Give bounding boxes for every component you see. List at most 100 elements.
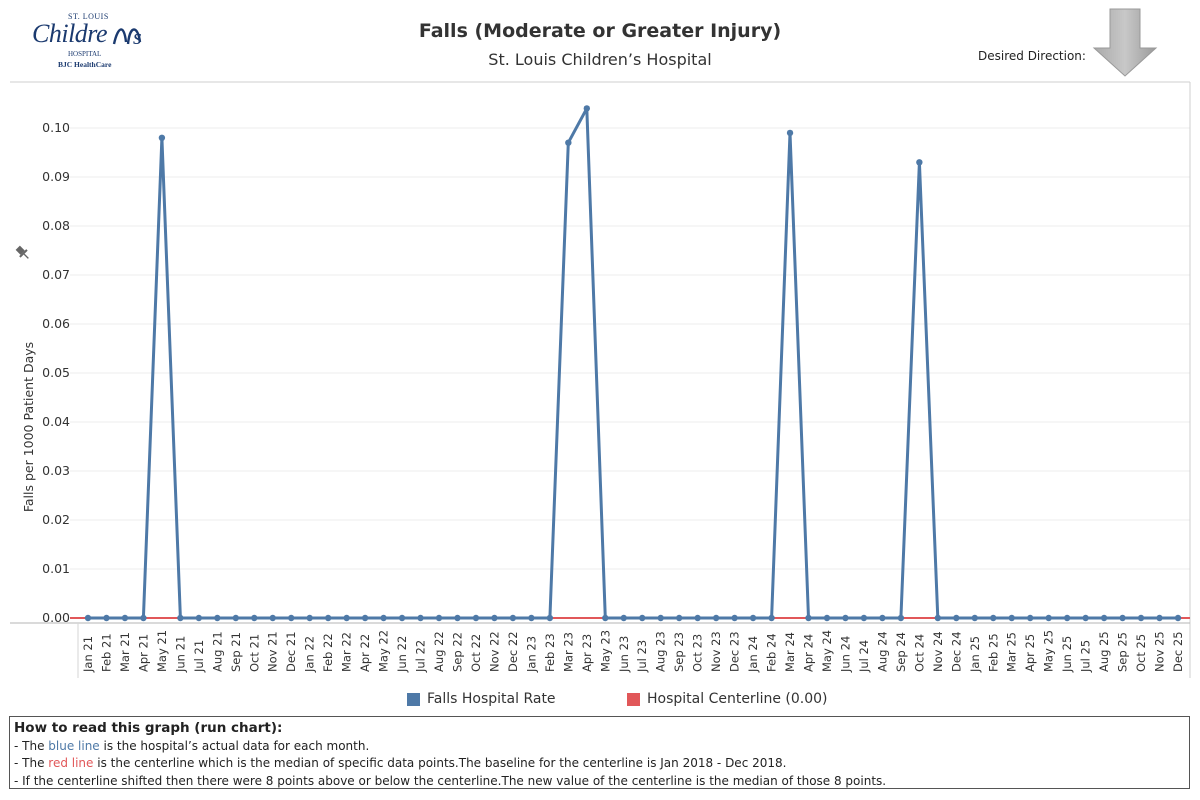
data-point[interactable] bbox=[306, 614, 313, 622]
data-point[interactable] bbox=[380, 614, 387, 622]
x-tick-label: Oct 21 bbox=[247, 634, 261, 672]
data-point[interactable] bbox=[916, 159, 923, 166]
x-tick-label: Sep 24 bbox=[894, 632, 908, 672]
data-point[interactable] bbox=[1082, 614, 1089, 622]
x-tick-label: Feb 24 bbox=[765, 633, 779, 672]
data-point[interactable] bbox=[971, 614, 978, 622]
data-point[interactable] bbox=[472, 614, 480, 622]
x-tick-label: Aug 24 bbox=[875, 631, 889, 672]
notes-line-2: - The red line is the centerline which i… bbox=[14, 755, 1185, 773]
y-tick-label: 0.09 bbox=[42, 169, 70, 184]
pin-icon[interactable] bbox=[14, 244, 32, 262]
data-point[interactable] bbox=[324, 614, 332, 622]
data-point[interactable] bbox=[214, 614, 221, 622]
x-tick-label: Mar 22 bbox=[340, 632, 354, 672]
data-point[interactable] bbox=[288, 614, 295, 622]
legend-item-centerline[interactable]: Hospital Centerline (0.00) bbox=[627, 690, 828, 708]
x-tick-label: Sep 21 bbox=[229, 632, 243, 672]
x-tick-label: Apr 24 bbox=[802, 634, 816, 672]
data-point[interactable] bbox=[990, 614, 997, 622]
x-tick-label: Jul 24 bbox=[857, 640, 871, 673]
x-tick-label: Jun 23 bbox=[617, 636, 631, 673]
x-tick-label: Feb 22 bbox=[321, 633, 335, 672]
data-point[interactable] bbox=[509, 614, 517, 622]
data-point[interactable] bbox=[232, 614, 239, 622]
data-point[interactable] bbox=[546, 614, 554, 622]
data-point[interactable] bbox=[1156, 614, 1163, 622]
data-point[interactable] bbox=[749, 614, 757, 622]
data-point[interactable] bbox=[121, 614, 129, 622]
notes-l2-post: is the centerline which is the median of… bbox=[93, 756, 787, 770]
x-tick-label: Aug 25 bbox=[1097, 631, 1111, 672]
y-tick-label: 0.02 bbox=[42, 512, 70, 527]
x-tick-label: Apr 21 bbox=[136, 634, 150, 672]
data-point[interactable] bbox=[454, 614, 461, 622]
data-point[interactable] bbox=[953, 614, 960, 622]
data-point[interactable] bbox=[1027, 614, 1034, 622]
x-tick-label: May 25 bbox=[1042, 630, 1056, 672]
x-tick-label: Mar 21 bbox=[118, 632, 132, 672]
data-point[interactable] bbox=[694, 614, 701, 622]
x-tick-label: Feb 25 bbox=[986, 633, 1000, 672]
legend-label-centerline: Hospital Centerline (0.00) bbox=[647, 691, 828, 707]
data-point[interactable] bbox=[712, 614, 720, 622]
data-point[interactable] bbox=[1137, 614, 1145, 622]
data-point[interactable] bbox=[879, 614, 886, 622]
y-tick-label: 0.08 bbox=[42, 218, 70, 233]
data-point[interactable] bbox=[251, 614, 258, 622]
data-point[interactable] bbox=[269, 614, 276, 622]
x-tick-label: Oct 24 bbox=[912, 634, 926, 672]
data-point[interactable] bbox=[620, 614, 627, 622]
y-tick-label: 0.01 bbox=[42, 561, 70, 576]
data-point[interactable] bbox=[491, 614, 498, 622]
data-point[interactable] bbox=[361, 614, 369, 622]
data-point[interactable] bbox=[140, 614, 147, 622]
x-tick-label: Jan 22 bbox=[303, 636, 317, 673]
data-point[interactable] bbox=[84, 614, 92, 622]
data-point[interactable] bbox=[1063, 614, 1071, 622]
x-tick-label: Nov 23 bbox=[709, 631, 723, 672]
data-point[interactable] bbox=[103, 614, 110, 622]
x-tick-label: Sep 23 bbox=[672, 632, 686, 672]
data-point[interactable] bbox=[805, 614, 812, 622]
x-tick-label: Jul 22 bbox=[414, 640, 428, 673]
data-point[interactable] bbox=[565, 139, 572, 146]
data-point[interactable] bbox=[1100, 614, 1108, 622]
x-tick-label: Jun 24 bbox=[838, 636, 852, 673]
data-point[interactable] bbox=[731, 614, 738, 622]
data-point[interactable] bbox=[398, 614, 406, 622]
data-point[interactable] bbox=[934, 614, 942, 622]
data-point[interactable] bbox=[602, 614, 609, 622]
legend-swatch-red bbox=[627, 692, 640, 706]
data-point[interactable] bbox=[786, 129, 794, 137]
logo-figure-icon bbox=[112, 28, 142, 45]
data-point[interactable] bbox=[897, 614, 905, 622]
data-point[interactable] bbox=[675, 614, 683, 622]
data-point[interactable] bbox=[195, 614, 203, 622]
data-point[interactable] bbox=[435, 614, 443, 622]
data-point[interactable] bbox=[1119, 614, 1126, 622]
x-tick-label: Dec 22 bbox=[506, 631, 520, 672]
logo-parent-text: BJC HealthCare bbox=[58, 60, 112, 69]
hospital-logo: ST. LOUIS Childre s HOSPITAL BJC HealthC… bbox=[30, 12, 145, 74]
chart-title: Falls (Moderate or Greater Injury) bbox=[418, 20, 782, 42]
data-point[interactable] bbox=[158, 134, 166, 141]
data-point[interactable] bbox=[768, 614, 775, 622]
data-point[interactable] bbox=[823, 614, 831, 622]
data-point[interactable] bbox=[657, 614, 664, 622]
y-tick-label: 0.04 bbox=[42, 414, 70, 429]
data-point[interactable] bbox=[1045, 614, 1052, 622]
data-point[interactable] bbox=[343, 614, 350, 622]
data-point[interactable] bbox=[583, 105, 591, 112]
data-point[interactable] bbox=[860, 614, 868, 622]
y-tick-label: 0.03 bbox=[42, 463, 70, 478]
data-point[interactable] bbox=[1008, 614, 1015, 622]
legend-item-falls-rate[interactable]: Falls Hospital Rate bbox=[407, 690, 556, 708]
data-point[interactable] bbox=[1174, 614, 1182, 622]
data-point[interactable] bbox=[842, 614, 849, 622]
data-point[interactable] bbox=[639, 614, 646, 622]
data-point[interactable] bbox=[177, 614, 184, 622]
data-point[interactable] bbox=[528, 614, 535, 622]
x-tick-label: Apr 25 bbox=[1023, 634, 1037, 672]
data-point[interactable] bbox=[417, 614, 424, 622]
